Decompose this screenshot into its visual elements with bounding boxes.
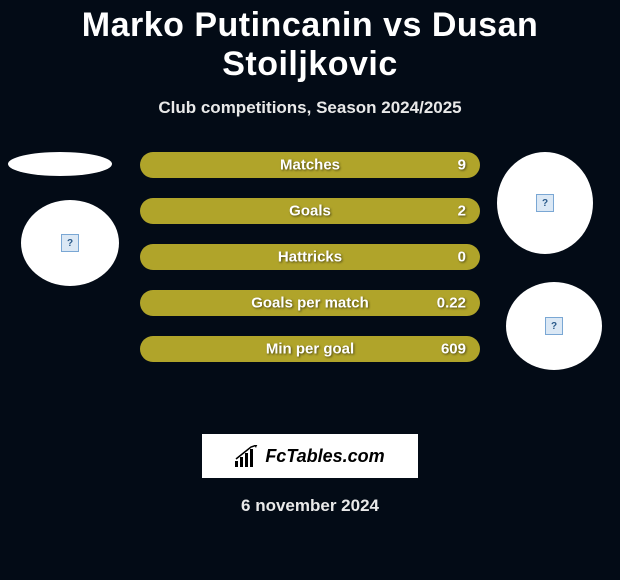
stat-bar-goals: Goals 2 xyxy=(140,198,480,224)
placeholder-icon xyxy=(545,317,563,335)
stat-bar-min-per-goal: Min per goal 609 xyxy=(140,336,480,362)
stat-value: 0.22 xyxy=(437,295,466,312)
content-area: Matches 9 Goals 2 Hattricks 0 Goals per … xyxy=(0,156,620,416)
comparison-card: Marko Putincanin vs Dusan Stoiljkovic Cl… xyxy=(0,0,620,580)
stat-bar-hattricks: Hattricks 0 xyxy=(140,244,480,270)
stat-value: 0 xyxy=(458,249,466,266)
player2-badge-circle-1 xyxy=(497,152,593,254)
stat-bar-goals-per-match: Goals per match 0.22 xyxy=(140,290,480,316)
page-subtitle: Club competitions, Season 2024/2025 xyxy=(0,98,620,118)
page-title: Marko Putincanin vs Dusan Stoiljkovic xyxy=(0,0,620,84)
fctables-logo-icon xyxy=(235,445,259,467)
stat-label: Min per goal xyxy=(266,341,354,358)
stat-value: 2 xyxy=(458,203,466,220)
logo-text: FcTables.com xyxy=(265,446,384,467)
stat-label: Hattricks xyxy=(278,249,342,266)
stat-label: Goals per match xyxy=(251,295,369,312)
left-ellipse-shape xyxy=(8,152,112,176)
stat-value: 609 xyxy=(441,341,466,358)
logo-box: FcTables.com xyxy=(202,434,418,478)
stat-value: 9 xyxy=(458,157,466,174)
player1-badge-circle xyxy=(21,200,119,286)
stat-bars: Matches 9 Goals 2 Hattricks 0 Goals per … xyxy=(140,152,480,382)
placeholder-icon xyxy=(61,234,79,252)
placeholder-icon xyxy=(536,194,554,212)
date-text: 6 november 2024 xyxy=(0,496,620,516)
player2-badge-circle-2 xyxy=(506,282,602,370)
stat-bar-matches: Matches 9 xyxy=(140,152,480,178)
stat-label: Goals xyxy=(289,203,331,220)
stat-label: Matches xyxy=(280,157,340,174)
